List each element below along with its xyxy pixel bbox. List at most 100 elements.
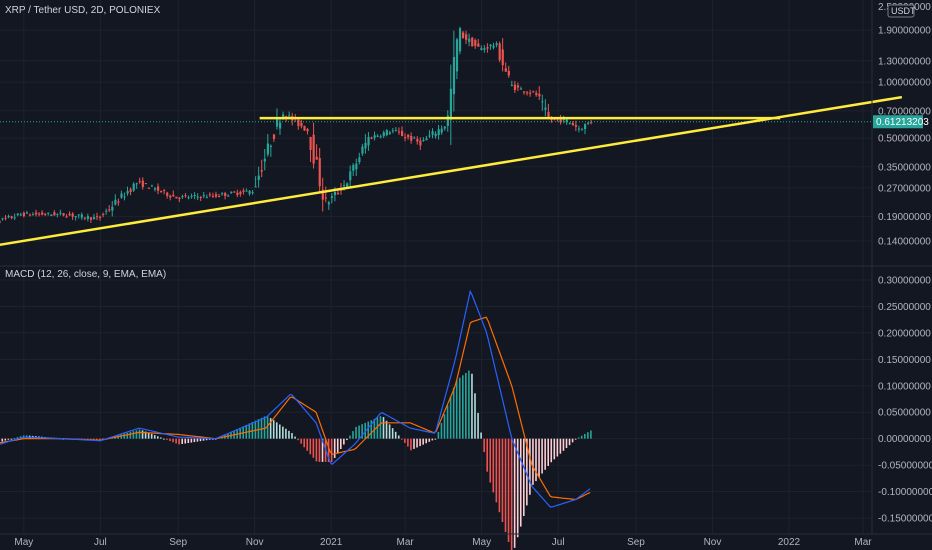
candle-body[interactable] — [486, 47, 489, 49]
candle-body[interactable] — [86, 216, 90, 219]
candle-body[interactable] — [519, 88, 523, 90]
candle-body[interactable] — [80, 214, 83, 218]
candle-body[interactable] — [83, 217, 87, 219]
candle-body[interactable] — [96, 216, 99, 218]
candle-body[interactable] — [211, 195, 215, 197]
candle-body[interactable] — [242, 190, 245, 192]
candle-body[interactable] — [41, 212, 44, 215]
candle-body[interactable] — [105, 210, 108, 212]
candle-body[interactable] — [489, 44, 492, 47]
candle-body[interactable] — [288, 115, 291, 117]
candle-body[interactable] — [468, 38, 471, 42]
candle-body[interactable] — [214, 194, 218, 197]
candle-body[interactable] — [346, 183, 349, 189]
candle-body[interactable] — [358, 157, 361, 163]
candle-body[interactable] — [279, 122, 282, 129]
candle-body[interactable] — [108, 209, 111, 211]
candle-body[interactable] — [513, 84, 517, 90]
candle-body[interactable] — [263, 158, 266, 162]
candle-body[interactable] — [153, 188, 157, 190]
candle-body[interactable] — [574, 124, 578, 127]
candle-body[interactable] — [269, 145, 273, 147]
candle-body[interactable] — [59, 212, 62, 214]
candle-body[interactable] — [385, 130, 388, 136]
candle-body[interactable] — [272, 134, 276, 139]
candle-body[interactable] — [577, 128, 581, 130]
candle-body[interactable] — [529, 92, 532, 94]
candle-body[interactable] — [221, 193, 224, 195]
candle-body[interactable] — [431, 131, 434, 135]
candle-body[interactable] — [260, 170, 263, 172]
candle-body[interactable] — [297, 119, 300, 126]
candle-body[interactable] — [333, 191, 337, 196]
candle-body[interactable] — [568, 122, 571, 124]
candle-body[interactable] — [391, 130, 395, 132]
candle-body[interactable] — [376, 135, 379, 137]
candle-body[interactable] — [349, 171, 352, 181]
candle-body[interactable] — [71, 213, 74, 217]
candle-body[interactable] — [117, 201, 120, 203]
candle-body[interactable] — [516, 85, 520, 88]
candle-body[interactable] — [38, 213, 41, 215]
candle-body[interactable] — [312, 134, 315, 164]
candle-body[interactable] — [480, 48, 483, 51]
candle-body[interactable] — [178, 197, 181, 200]
candle-body[interactable] — [477, 43, 480, 47]
candle-body[interactable] — [446, 115, 449, 126]
candle-body[interactable] — [584, 124, 587, 130]
candle-body[interactable] — [65, 216, 68, 218]
candle-body[interactable] — [111, 206, 114, 211]
currency-badge-box[interactable] — [887, 4, 915, 18]
candle-body[interactable] — [114, 199, 117, 205]
candle-body[interactable] — [13, 217, 16, 219]
candle-body[interactable] — [22, 212, 26, 217]
candle-body[interactable] — [150, 185, 154, 187]
candle-body[interactable] — [68, 213, 71, 216]
candle-body[interactable] — [544, 107, 547, 110]
candle-body[interactable] — [343, 185, 346, 187]
candle-body[interactable] — [443, 126, 446, 129]
candle-body[interactable] — [303, 125, 306, 131]
candle-body[interactable] — [504, 68, 507, 72]
candle-body[interactable] — [535, 93, 538, 96]
candle-body[interactable] — [266, 143, 270, 155]
candle-body[interactable] — [50, 214, 53, 216]
candle-body[interactable] — [379, 136, 382, 138]
candle-body[interactable] — [28, 214, 32, 216]
candle-body[interactable] — [455, 39, 459, 72]
candle-body[interactable] — [562, 118, 565, 121]
candle-body[interactable] — [169, 195, 172, 198]
candle-body[interactable] — [523, 91, 526, 93]
candle-body[interactable] — [199, 197, 202, 199]
candle-body[interactable] — [315, 156, 318, 160]
candle-body[interactable] — [7, 216, 10, 218]
candle-body[interactable] — [218, 195, 221, 197]
candle-body[interactable] — [257, 175, 260, 181]
candle-body[interactable] — [434, 133, 437, 137]
candle-body[interactable] — [590, 121, 593, 123]
candle-body[interactable] — [437, 129, 440, 136]
candle-body[interactable] — [25, 212, 29, 214]
candle-body[interactable] — [565, 119, 568, 123]
candle-body[interactable] — [336, 192, 340, 194]
candle-body[interactable] — [300, 122, 303, 127]
candle-body[interactable] — [440, 128, 443, 133]
candle-body[interactable] — [208, 194, 212, 196]
candle-body[interactable] — [19, 214, 22, 216]
candle-body[interactable] — [550, 119, 553, 121]
candle-body[interactable] — [275, 119, 279, 127]
macd-line[interactable] — [0, 289, 591, 508]
candle-body[interactable] — [248, 190, 251, 194]
candle-body[interactable] — [452, 57, 456, 95]
candle-body[interactable] — [205, 197, 209, 199]
candle-body[interactable] — [309, 136, 312, 150]
candle-body[interactable] — [187, 197, 190, 199]
candle-body[interactable] — [193, 194, 196, 196]
candle-body[interactable] — [62, 213, 65, 216]
candle-body[interactable] — [245, 190, 248, 192]
candle-body[interactable] — [388, 132, 392, 135]
candle-body[interactable] — [123, 196, 126, 198]
candle-body[interactable] — [129, 189, 132, 192]
candle-body[interactable] — [44, 213, 47, 215]
candle-body[interactable] — [492, 45, 495, 48]
